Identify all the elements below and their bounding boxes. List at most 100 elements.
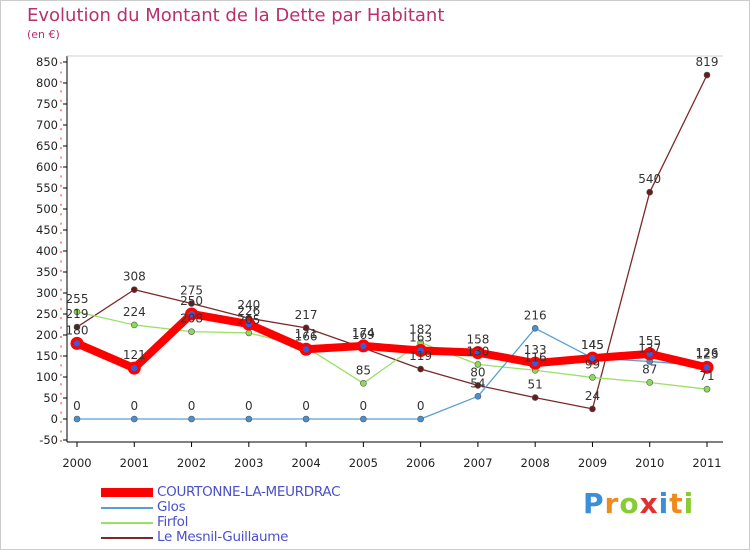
data-label-glos-2002: 0 (188, 399, 196, 413)
legend-label-courtonne: COURTONNE-LA-MEURDRAC (157, 484, 341, 500)
data-label-glos-2009: 145 (581, 338, 604, 352)
point-le-mesnil-guillaume-2007 (474, 382, 482, 389)
data-label-le-mesnil-guillaume-2002: 275 (180, 284, 203, 298)
data-label-glos-2008: 216 (524, 308, 547, 322)
data-label-courtonne-la-meurdrac-2000: 180 (66, 323, 89, 337)
point-courtonne-core-2006 (417, 347, 424, 354)
point-le-mesnil-guillaume-2006 (417, 365, 424, 373)
y-tick-label-250: 250 (36, 307, 58, 321)
data-label-firfol-2010: 87 (642, 362, 657, 376)
data-label-firfol-2009: 99 (585, 357, 600, 371)
logo-letter: r (604, 487, 620, 520)
data-label-le-mesnil-guillaume-2001: 308 (123, 270, 146, 284)
data-label-glos-2000: 0 (73, 399, 81, 413)
data-label-courtonne-la-meurdrac-2005: 174 (352, 326, 375, 340)
data-label-firfol-2008: 116 (524, 350, 547, 364)
data-label-glos-2004: 0 (302, 399, 310, 413)
point-firfol-2009 (589, 374, 596, 381)
point-glos-2003 (245, 415, 253, 423)
point-courtonne-core-2001 (131, 364, 138, 372)
y-tick-label--50: -50 (39, 433, 58, 447)
data-label-le-mesnil-guillaume-2010: 540 (638, 172, 661, 186)
data-label-le-mesnil-guillaume-2004: 217 (295, 308, 318, 322)
y-tick-label-850: 850 (36, 55, 58, 69)
point-firfol-2002 (188, 328, 195, 335)
point-glos-2002 (188, 415, 195, 423)
y-tick-label-800: 800 (36, 76, 58, 90)
point-courtonne-core-2009 (589, 354, 596, 362)
point-courtonne-core-2010 (646, 350, 653, 358)
point-le-mesnil-guillaume-2008 (531, 394, 539, 401)
x-tick-label-2000: 2000 (62, 456, 91, 470)
legend-label-glos: Glos (157, 499, 186, 515)
data-label-firfol-2000: 255 (66, 292, 89, 306)
data-label-glos-2011: 126 (696, 346, 719, 360)
data-label-glos-2010: 137 (638, 341, 661, 355)
data-label-courtonne-la-meurdrac-2006: 163 (409, 331, 432, 345)
data-label-glos-2003: 0 (245, 399, 253, 413)
data-label-firfol-2001: 224 (123, 305, 146, 319)
point-le-mesnil-guillaume-2004 (302, 324, 310, 332)
legend-item-mesnil: Le Mesnil-Guillaume (101, 530, 421, 545)
data-label-firfol-2006: 182 (409, 323, 432, 337)
point-courtonne-core-2003 (245, 320, 253, 328)
point-le-mesnil-guillaume-2000 (73, 323, 81, 331)
y-tick-label-350: 350 (36, 265, 58, 279)
x-tick-label-2006: 2006 (406, 456, 435, 470)
point-courtonne-core-2002 (188, 310, 195, 318)
data-label-firfol-2004: 171 (295, 327, 318, 341)
legend-swatch-glos (101, 507, 153, 509)
data-label-le-mesnil-guillaume-2006: 119 (409, 349, 432, 363)
proxiti-logo: Proxiti (583, 487, 694, 520)
logo-letter: i (658, 487, 670, 520)
data-label-courtonne-la-meurdrac-2007: 158 (466, 333, 489, 347)
data-label-courtonne-la-meurdrac-2008: 133 (524, 343, 547, 357)
point-courtonne-core-2005 (360, 342, 367, 350)
x-tick-label-2004: 2004 (291, 456, 320, 470)
chart-subtitle: (en €) (27, 28, 60, 41)
y-tick-label-200: 200 (36, 328, 58, 342)
data-label-le-mesnil-guillaume-2009: 24 (585, 389, 600, 403)
series-line-glos (77, 327, 708, 420)
point-glos-2004 (302, 415, 310, 423)
y-tick-label-400: 400 (36, 244, 58, 258)
x-tick-label-2009: 2009 (578, 456, 607, 470)
legend-item-firfol: Firfol (101, 515, 421, 530)
point-courtonne-core-2007 (474, 349, 482, 356)
data-label-glos-2001: 0 (130, 399, 138, 413)
chart-legend: COURTONNE-LA-MEURDRAC Glos Firfol Le Mes… (101, 485, 421, 545)
point-glos-2005 (360, 415, 367, 423)
data-label-le-mesnil-guillaume-2008: 51 (528, 378, 543, 392)
point-glos-2001 (130, 415, 138, 423)
data-label-glos-2006: 0 (417, 399, 425, 413)
point-glos-2007 (474, 393, 482, 400)
data-label-le-mesnil-guillaume-2000: 219 (66, 307, 89, 321)
legend-item-glos: Glos (101, 500, 421, 515)
point-glos-2000 (73, 415, 81, 423)
point-firfol-2001 (130, 321, 138, 329)
series-line-firfol (76, 311, 708, 390)
data-label-glos-2005: 0 (360, 399, 368, 413)
y-tick-label-150: 150 (36, 349, 58, 363)
data-label-firfol-2005: 85 (356, 363, 371, 377)
data-label-courtonne-la-meurdrac-2003: 226 (237, 304, 260, 318)
chart-title: Evolution du Montant de la Dette par Hab… (27, 5, 445, 26)
point-courtonne-core-2004 (302, 346, 310, 353)
data-label-courtonne-la-meurdrac-2009: 145 (581, 338, 604, 352)
logo-letter: t (669, 487, 684, 520)
logo-letter: i (683, 487, 695, 520)
data-label-courtonne-la-meurdrac-2010: 155 (638, 334, 661, 348)
y-tick-label-0: 0 (51, 412, 58, 426)
x-tick-label-2003: 2003 (234, 456, 263, 470)
point-glos-2008 (531, 324, 539, 332)
point-firfol-2007 (474, 361, 482, 368)
x-tick-label-2010: 2010 (635, 456, 664, 470)
y-tick-label-650: 650 (36, 139, 58, 153)
point-courtonne-core-2011 (703, 364, 711, 371)
legend-swatch-mesnil (101, 537, 153, 539)
y-tick-label-500: 500 (36, 202, 58, 216)
legend-label-firfol: Firfol (157, 514, 189, 530)
y-tick-label-750: 750 (36, 97, 58, 111)
